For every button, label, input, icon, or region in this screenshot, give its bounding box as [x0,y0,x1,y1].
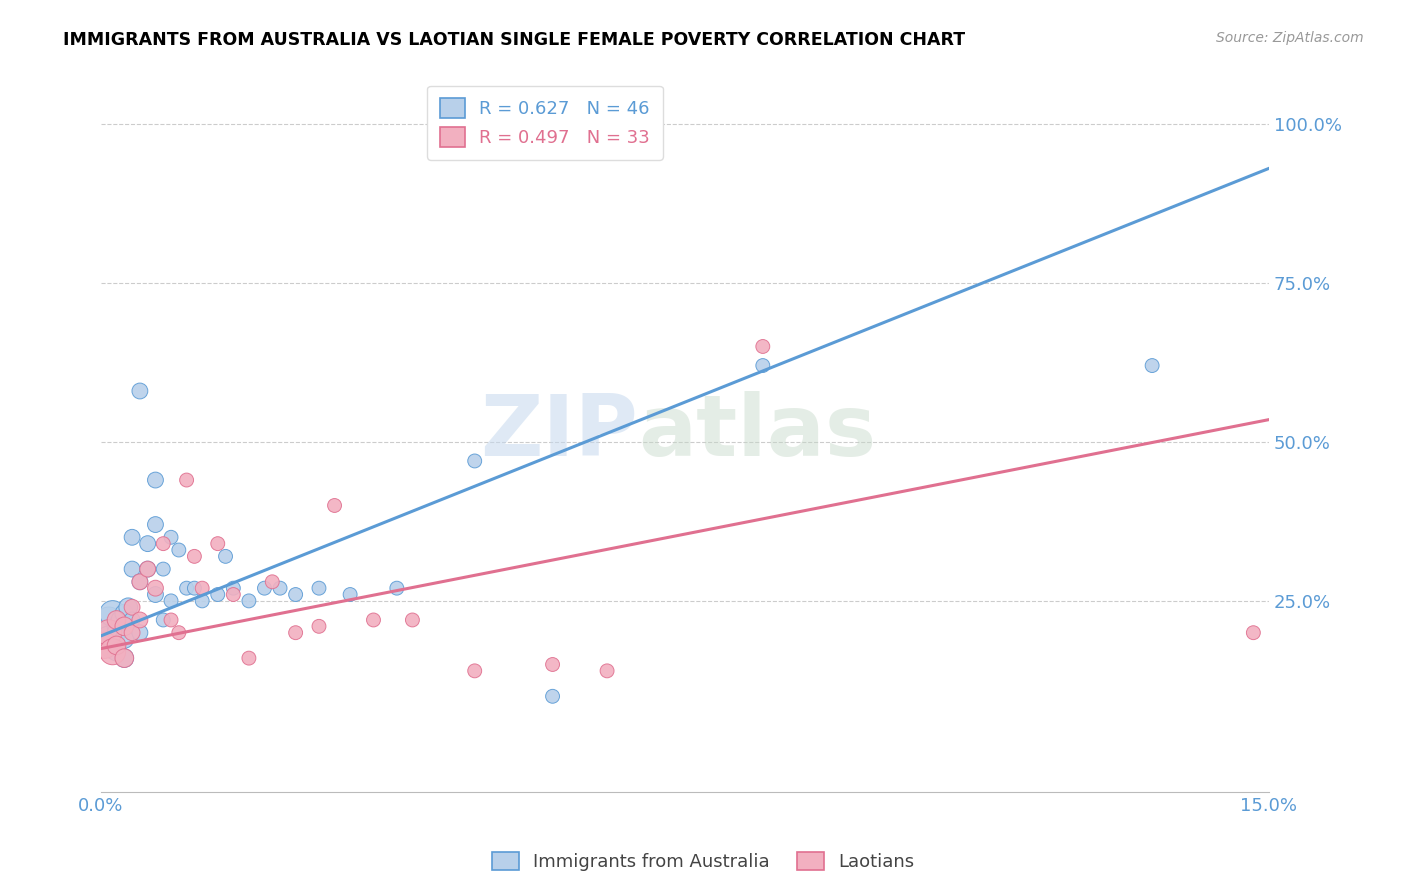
Point [112,619,135,633]
Point [752,339,775,353]
Point [541,690,564,704]
Point [97,625,120,640]
Point [541,657,564,672]
Point [128,574,150,589]
Point [101,607,124,621]
Point [167,543,190,558]
Point [94,625,117,640]
Text: atlas: atlas [638,391,876,474]
Point [284,588,307,602]
Point [145,581,167,595]
Point [152,536,174,550]
Point [167,625,190,640]
Point [97,613,120,627]
Point [222,581,245,595]
Point [110,613,132,627]
Point [238,594,260,608]
Point [464,454,486,468]
Point [385,581,408,595]
Point [253,581,276,595]
Point [152,613,174,627]
Point [112,651,135,665]
Point [105,625,128,640]
Point [176,581,198,595]
Point [105,613,128,627]
Text: ZIP: ZIP [481,391,638,474]
Point [284,625,307,640]
Point [121,625,143,640]
Point [152,562,174,576]
Point [145,517,167,532]
Point [128,613,150,627]
Point [128,574,150,589]
Point [183,549,205,564]
Legend: Immigrants from Australia, Laotians: Immigrants from Australia, Laotians [484,845,922,879]
Legend: R = 0.627   N = 46, R = 0.497   N = 33: R = 0.627 N = 46, R = 0.497 N = 33 [427,86,662,160]
Point [214,549,236,564]
Point [339,588,361,602]
Point [145,588,167,602]
Point [160,530,183,544]
Point [191,594,214,608]
Point [262,574,284,589]
Point [121,562,143,576]
Point [112,651,135,665]
Point [323,499,346,513]
Point [1241,625,1264,640]
Point [183,581,205,595]
Point [97,632,120,646]
Point [105,639,128,653]
Point [136,562,159,576]
Point [128,384,150,398]
Point [238,651,260,665]
Point [136,562,159,576]
Point [207,588,229,602]
Point [101,639,124,653]
Text: Source: ZipAtlas.com: Source: ZipAtlas.com [1216,31,1364,45]
Point [105,645,128,659]
Point [112,607,135,621]
Point [101,645,124,659]
Point [112,632,135,646]
Point [105,619,128,633]
Point [145,473,167,487]
Point [401,613,423,627]
Point [121,530,143,544]
Point [128,625,150,640]
Point [269,581,291,595]
Point [363,613,385,627]
Point [191,581,214,595]
Text: IMMIGRANTS FROM AUSTRALIA VS LAOTIAN SINGLE FEMALE POVERTY CORRELATION CHART: IMMIGRANTS FROM AUSTRALIA VS LAOTIAN SIN… [63,31,966,49]
Point [176,473,198,487]
Point [121,613,143,627]
Point [752,359,775,373]
Point [94,639,117,653]
Point [308,619,330,633]
Point [308,581,330,595]
Point [121,600,143,615]
Point [1140,359,1163,373]
Point [596,664,619,678]
Point [222,588,245,602]
Point [160,613,183,627]
Point [117,600,139,615]
Point [136,536,159,550]
Point [207,536,229,550]
Point [160,594,183,608]
Point [464,664,486,678]
